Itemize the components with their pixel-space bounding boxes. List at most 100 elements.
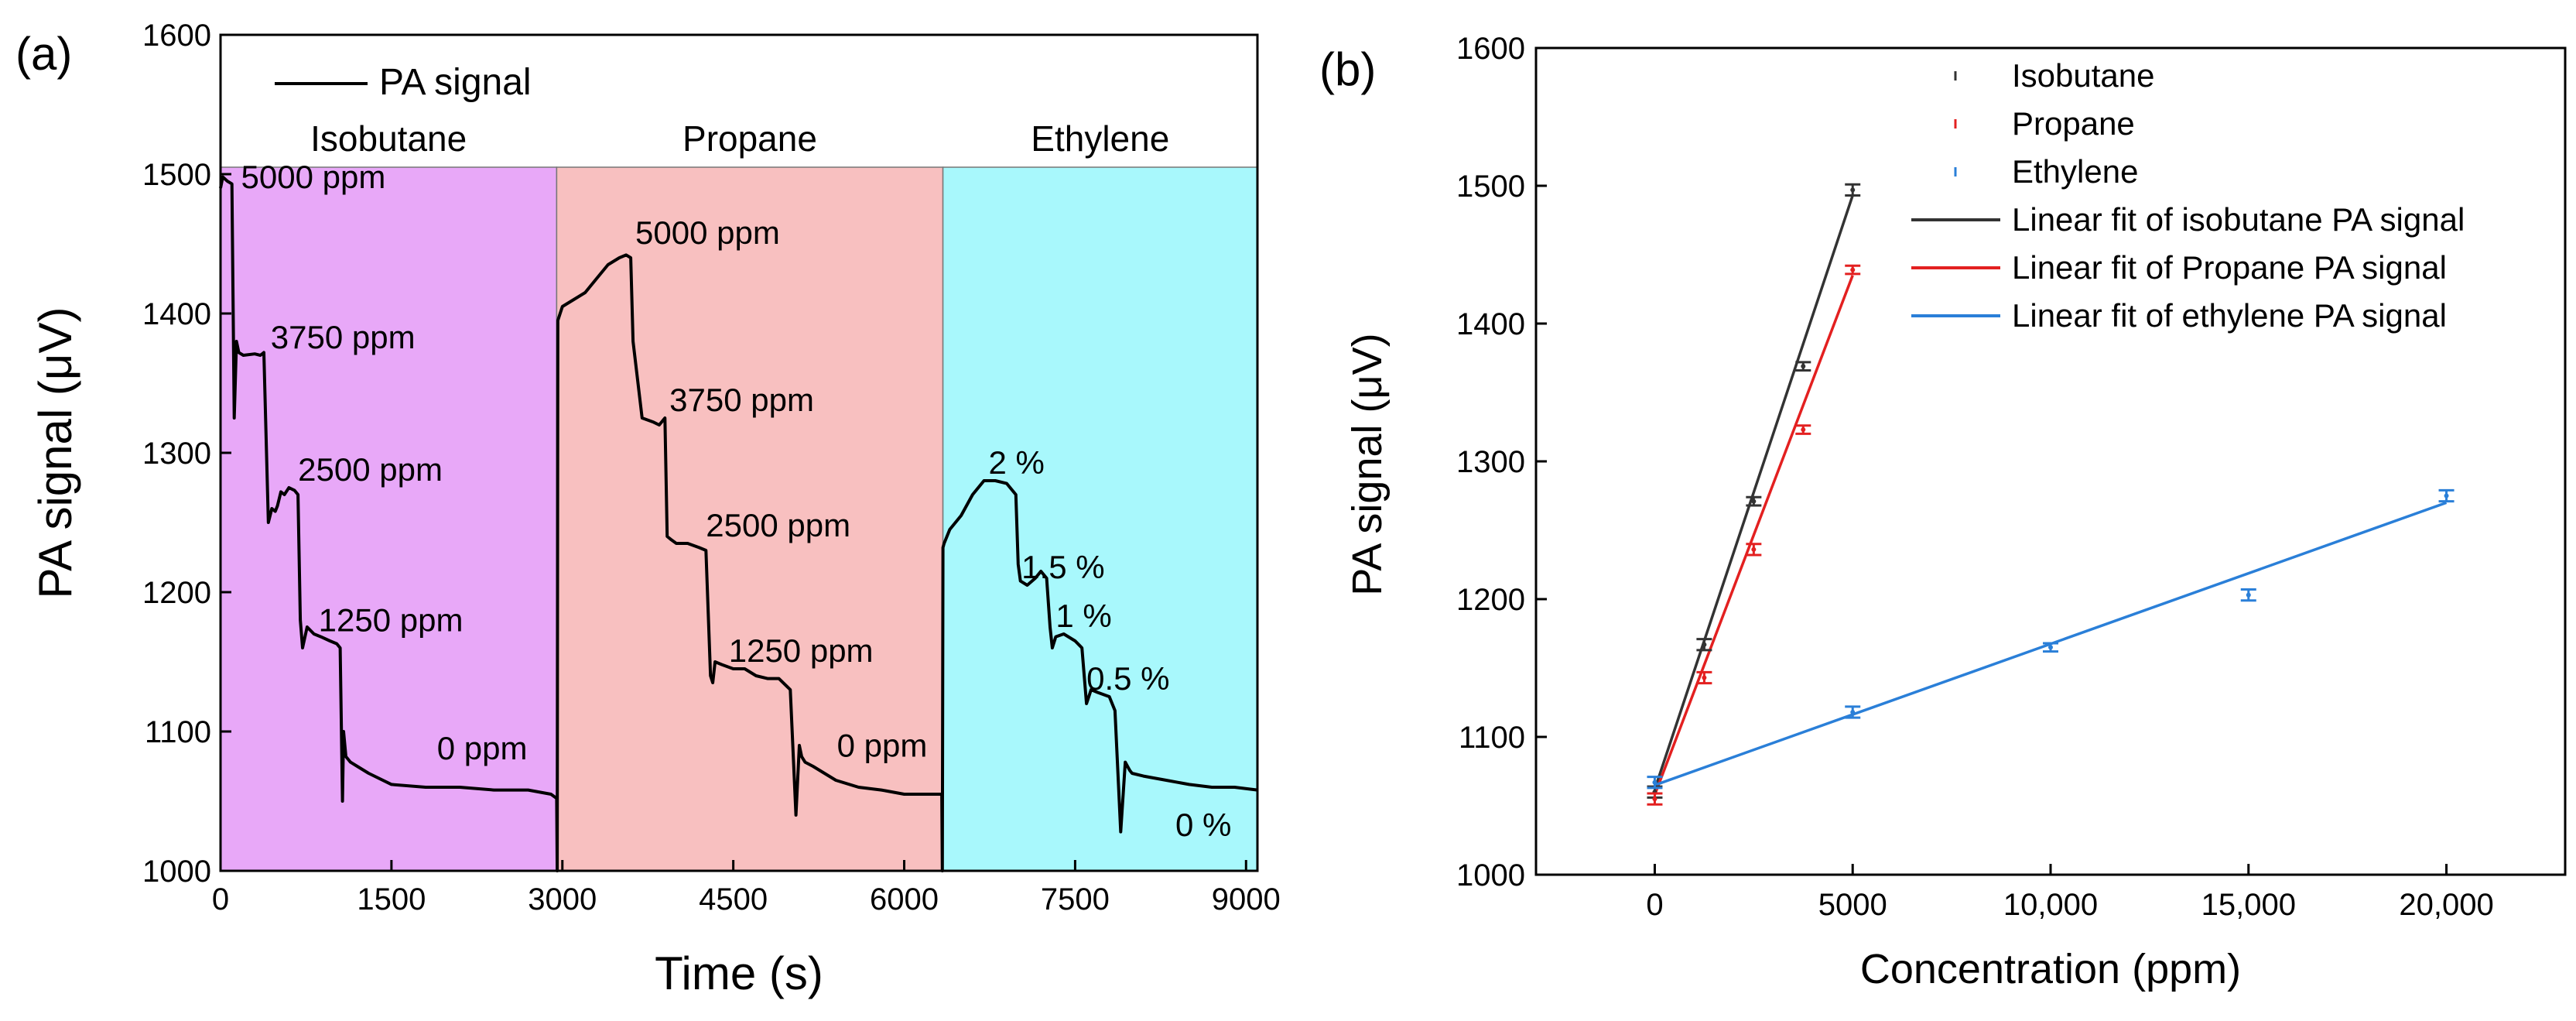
a-annotation: 1 % (1055, 598, 1111, 634)
a-annotation: 5000 ppm (241, 159, 386, 195)
b-point-propane (1845, 264, 1861, 276)
a-x-ticks: 0 1500 3000 4500 6000 7500 9000 (212, 860, 1281, 917)
a-x-axis-title: Time (s) (655, 947, 823, 999)
panel-a-chart: 1000 1100 1200 1300 1400 1500 1600 0 1500 3000 45… (29, 19, 1281, 999)
a-annotation: 2 % (988, 444, 1044, 481)
b-x-tick-label: 0 (1646, 888, 1663, 922)
b-legend-label: Propane (2012, 105, 2135, 142)
b-x-tick-label: 10,000 (2003, 888, 2098, 922)
b-legend-label: Linear fit of ethylene PA signal (2012, 297, 2447, 334)
b-point-marker (1702, 675, 1707, 680)
a-y-tick-label: 1500 (142, 158, 211, 192)
a-x-tick-label: 7500 (1041, 882, 1110, 917)
a-series (219, 175, 1258, 872)
a-legend-label: PA signal (379, 62, 532, 103)
a-y-tick-label: 1000 (142, 855, 211, 889)
a-y-tick-label: 1100 (145, 715, 211, 749)
a-x-tick-label: 6000 (870, 882, 939, 917)
a-annotation: 0.5 % (1086, 660, 1169, 697)
a-x-tick-label: 1500 (357, 882, 426, 917)
a-annotation: 2500 ppm (298, 451, 443, 488)
b-x-tick-label: 5000 (1818, 888, 1887, 922)
a-x-tick-label: 0 (212, 882, 229, 917)
b-point-propane (1795, 424, 1811, 435)
b-point-isobutane (1795, 361, 1811, 372)
b-y-tick-label: 1400 (1456, 307, 1525, 341)
b-y-tick-label: 1500 (1456, 170, 1525, 204)
b-x-axis-title: Concentration (ppm) (1860, 946, 2241, 992)
b-x-tick-label: 15,000 (2201, 888, 2296, 922)
b-y-tick-label: 1600 (1456, 32, 1525, 66)
b-legend: Isobutane Propane Ethylene Linear fit of is… (1911, 57, 2465, 334)
a-annotation: 2500 ppm (706, 507, 850, 543)
b-point-marker (1652, 797, 1657, 802)
a-y-tick-label: 1300 (142, 437, 211, 471)
b-point-propane (1647, 792, 1663, 806)
a-annotation: 3750 ppm (271, 319, 416, 355)
a-region-ethylene (942, 166, 1258, 872)
b-y-tick-label: 1100 (1459, 721, 1525, 755)
a-annotation: 1250 ppm (729, 632, 874, 669)
b-legend-label: Linear fit of isobutane PA signal (2012, 201, 2465, 238)
b-point-marker (1801, 364, 1806, 369)
a-region-propane (556, 166, 944, 872)
b-fit-line (1653, 275, 1854, 796)
a-region-name: Propane (682, 118, 817, 159)
b-fit-line (1653, 194, 1854, 790)
b-point-isobutane (1746, 495, 1762, 507)
a-x-tick-label: 9000 (1212, 882, 1281, 917)
a-annotation: 3750 ppm (669, 382, 814, 418)
b-point-isobutane (1845, 183, 1861, 197)
a-y-tick-label: 1600 (142, 19, 211, 53)
b-point-isobutane (1696, 638, 1712, 652)
a-region-isobutane (220, 166, 558, 872)
panel-b-chart: 1000 1100 1200 1300 1400 1500 1600 0 5000 10,000… (1344, 32, 2567, 992)
b-point-propane (1746, 543, 1762, 557)
a-regions (220, 166, 1258, 872)
b-point-propane (1696, 670, 1712, 685)
b-point-ethylene (1845, 705, 1861, 719)
a-annotation: 5000 ppm (635, 214, 780, 251)
b-points (1647, 183, 2455, 806)
a-x-tick-label: 4500 (699, 882, 768, 917)
a-x-tick-label: 3000 (528, 882, 597, 917)
panel-b-label: (b) (1319, 43, 1376, 95)
b-point-marker (2444, 493, 2449, 499)
b-y-tick-label: 1200 (1456, 583, 1525, 617)
a-annotation: 0 ppm (837, 727, 928, 763)
a-annotation: 1.5 % (1021, 549, 1104, 585)
b-y-ticks: 1000 1100 1200 1300 1400 1500 1600 (1456, 32, 1547, 893)
a-region-name: Ethylene (1031, 118, 1169, 159)
a-y-axis-title: PA signal (μV) (29, 307, 81, 599)
a-annotation: 0 % (1175, 807, 1231, 843)
b-y-tick-label: 1000 (1456, 858, 1525, 893)
b-legend-label: Linear fit of Propane PA signal (2012, 249, 2447, 286)
b-point-marker (1801, 427, 1806, 433)
b-point-ethylene (2438, 488, 2455, 503)
a-y-ticks: 1000 1100 1200 1300 1400 1500 1600 (142, 19, 231, 889)
b-point-ethylene (2240, 588, 2256, 602)
a-legend: PA signal (275, 62, 532, 103)
a-annotations: 5000 ppm 3750 ppm 2500 ppm 1250 ppm 0 ppm 500… (241, 159, 1232, 843)
b-point-marker (1850, 267, 1856, 272)
a-annotation: 1250 ppm (319, 601, 464, 638)
b-point-marker (2246, 592, 2251, 598)
b-point-ethylene (1647, 776, 1663, 790)
b-point-ethylene (2043, 642, 2058, 653)
a-region-names: Isobutane Propane Ethylene (310, 118, 1169, 159)
a-series-line (219, 175, 1258, 872)
b-point-marker (1850, 187, 1856, 193)
b-point-marker (1652, 779, 1657, 785)
a-y-tick-label: 1200 (142, 576, 211, 610)
b-y-tick-label: 1300 (1456, 445, 1525, 479)
a-annotation: 0 ppm (437, 730, 528, 766)
b-legend-label: Ethylene (2012, 153, 2138, 190)
b-point-marker (1751, 546, 1757, 552)
panel-a-label: (a) (15, 28, 72, 80)
a-y-tick-label: 1400 (142, 297, 211, 331)
b-point-marker (1850, 709, 1856, 714)
b-y-axis-title: PA signal (μV) (1344, 333, 1391, 595)
a-region-name: Isobutane (310, 118, 467, 159)
b-point-marker (2048, 645, 2053, 650)
